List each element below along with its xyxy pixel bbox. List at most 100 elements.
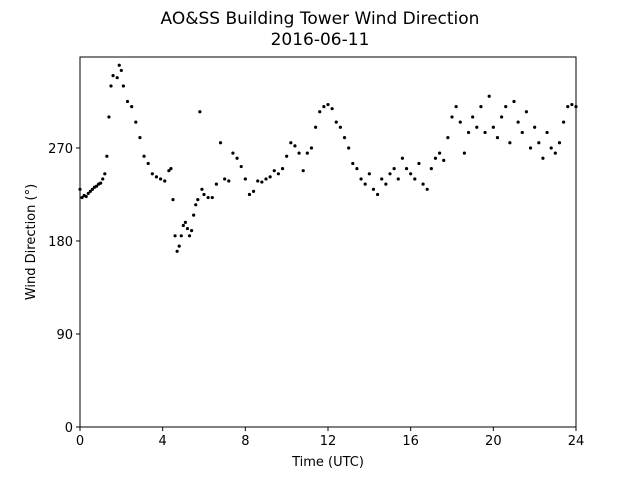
data-point: [533, 125, 537, 129]
y-tick-label: 90: [56, 328, 73, 343]
data-point: [491, 125, 495, 129]
data-point: [121, 84, 125, 88]
data-point: [159, 177, 163, 181]
chart-title: AO&SS Building Tower Wind Direction: [161, 9, 480, 29]
data-point: [355, 167, 359, 171]
data-point: [167, 169, 171, 173]
data-point: [314, 125, 318, 129]
data-point: [218, 141, 223, 145]
data-point: [409, 172, 413, 176]
data-point: [185, 226, 190, 231]
x-axis-label: Time (UTC): [291, 455, 364, 470]
data-point: [179, 234, 183, 238]
data-point: [194, 203, 198, 207]
data-point: [322, 105, 326, 109]
plot-frame: [79, 56, 577, 428]
data-point: [202, 192, 206, 197]
data-point: [105, 154, 109, 158]
data-point: [570, 102, 574, 107]
data-point: [384, 182, 388, 186]
data-point: [326, 102, 330, 107]
data-point: [109, 84, 113, 88]
data-point: [392, 167, 396, 171]
data-point: [80, 195, 84, 200]
data-point: [413, 177, 417, 181]
data-point: [107, 115, 111, 119]
data-point: [400, 156, 404, 160]
data-point: [210, 195, 214, 200]
data-point: [198, 110, 202, 114]
data-point: [190, 229, 194, 233]
data-point: [483, 130, 487, 135]
data-point: [206, 195, 210, 200]
data-point: [351, 161, 355, 166]
data-point: [293, 144, 297, 148]
data-point: [454, 105, 458, 109]
data-point: [524, 110, 529, 114]
data-point: [500, 115, 504, 119]
data-point: [487, 94, 491, 98]
x-tick-label: 8: [241, 434, 249, 449]
data-point: [239, 164, 243, 169]
data-point: [183, 220, 187, 224]
data-point: [268, 175, 272, 179]
data-point: [566, 105, 570, 109]
y-tick-label: 0: [65, 421, 73, 436]
data-point: [537, 141, 541, 145]
data-point: [404, 167, 409, 171]
data-point: [125, 99, 130, 104]
data-point: [260, 180, 264, 184]
data-point: [169, 167, 173, 171]
data-point: [495, 136, 500, 140]
data-point: [462, 151, 466, 155]
data-point: [264, 177, 268, 181]
data-point: [150, 172, 154, 176]
data-point: [334, 120, 338, 124]
data-point: [117, 63, 121, 67]
data-point: [235, 156, 239, 160]
data-point: [347, 146, 351, 150]
data-point: [111, 74, 115, 78]
data-point: [545, 130, 549, 135]
data-point: [301, 169, 305, 173]
data-point: [479, 105, 483, 109]
data-point: [305, 151, 309, 155]
data-point: [196, 198, 200, 202]
data-point: [396, 177, 400, 181]
data-point: [88, 189, 92, 193]
data-point: [557, 141, 562, 145]
data-point: [342, 136, 347, 140]
data-point: [138, 136, 142, 140]
data-point: [562, 120, 566, 124]
data-point: [192, 213, 196, 217]
data-point: [90, 187, 94, 191]
data-point: [466, 130, 471, 135]
x-tick-label: 24: [568, 434, 585, 449]
data-point: [101, 177, 105, 181]
data-point: [471, 115, 475, 119]
x-tick-label: 12: [320, 434, 337, 449]
data-point: [280, 167, 285, 171]
data-point: [276, 172, 280, 176]
data-point: [376, 192, 380, 197]
data-point: [450, 115, 454, 119]
data-point: [272, 169, 276, 173]
data-point: [171, 198, 175, 202]
data-point: [442, 158, 446, 162]
data-point: [359, 177, 363, 181]
data-point: [549, 146, 553, 150]
data-point: [433, 156, 438, 160]
data-point: [177, 244, 181, 248]
data-point: [553, 151, 557, 155]
data-point: [371, 187, 376, 191]
data-point: [330, 107, 334, 111]
data-point: [94, 184, 99, 188]
data-point: [388, 172, 392, 176]
data-point: [99, 181, 103, 185]
data-point: [134, 120, 138, 124]
data-point: [438, 151, 442, 155]
data-point: [446, 136, 450, 140]
data-point: [429, 167, 433, 171]
